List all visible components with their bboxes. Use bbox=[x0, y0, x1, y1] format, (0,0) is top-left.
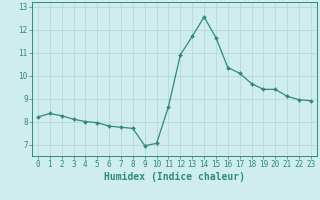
X-axis label: Humidex (Indice chaleur): Humidex (Indice chaleur) bbox=[104, 172, 245, 182]
